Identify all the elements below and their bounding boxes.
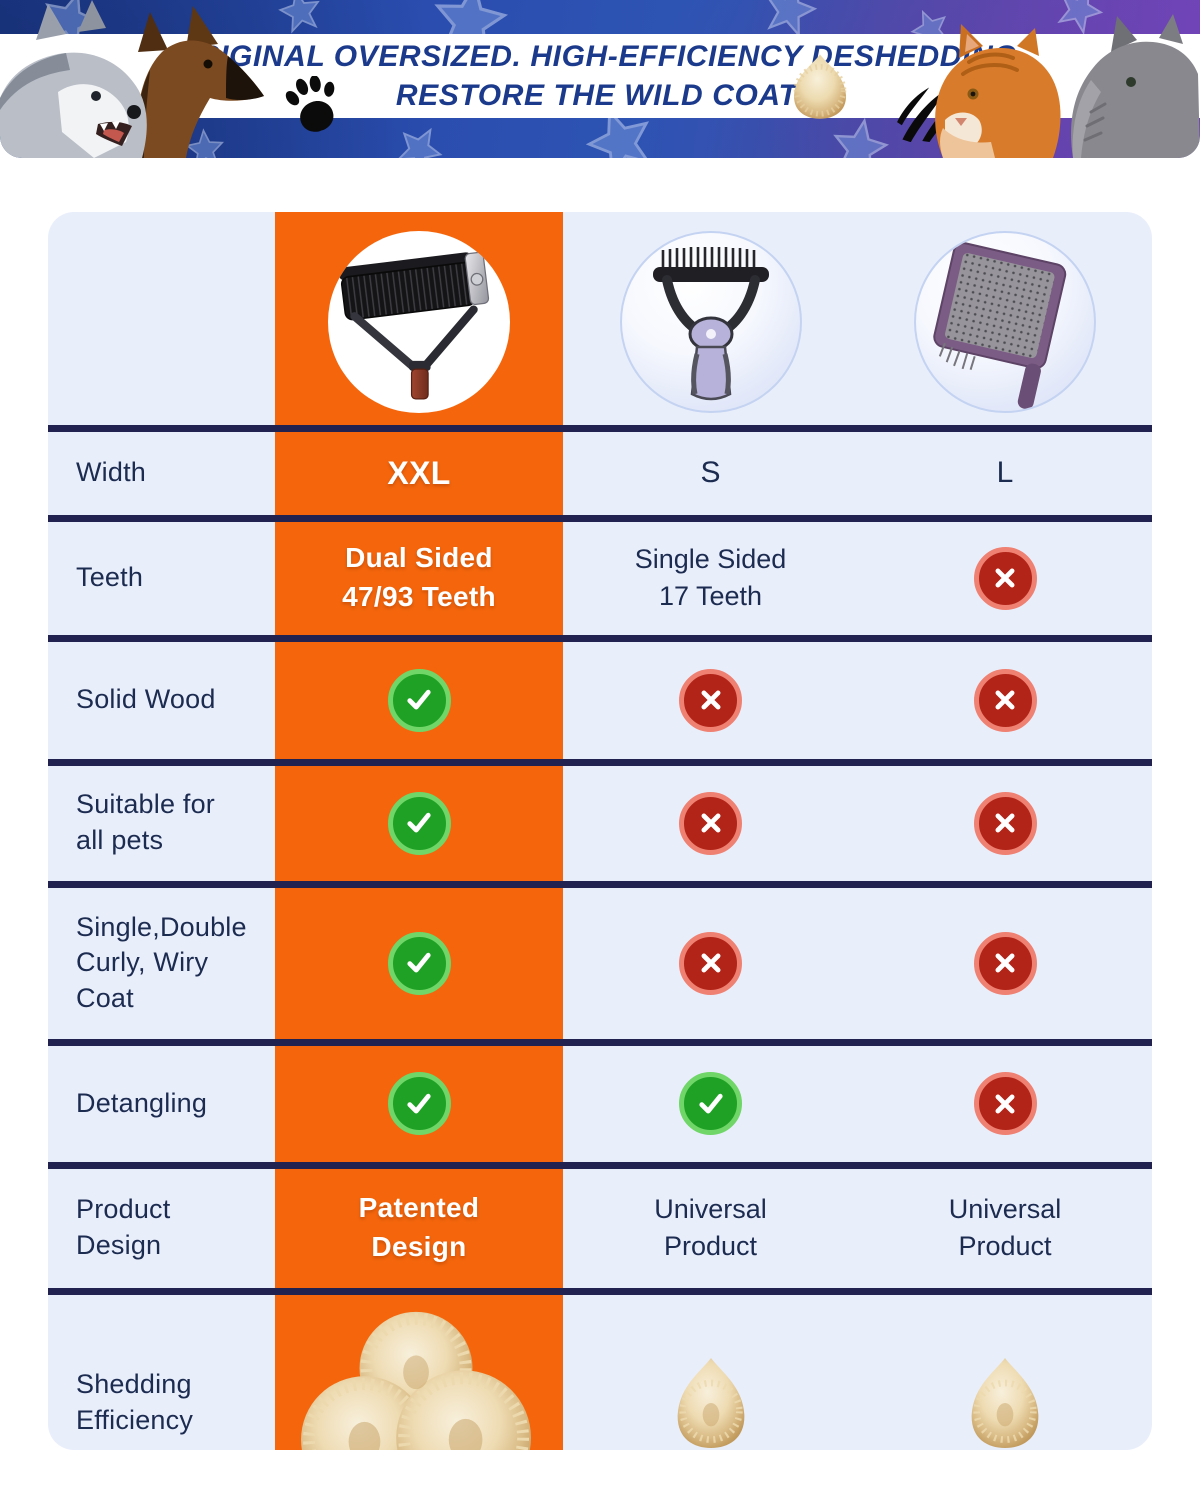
row-divider [48, 881, 1152, 888]
row-divider [48, 635, 1152, 642]
row-label: Product Design [76, 1194, 171, 1260]
row-divider [48, 515, 1152, 522]
l-fur-ball-image [858, 1353, 1152, 1450]
row-label: Teeth [76, 562, 144, 593]
row-label: Width [76, 457, 147, 488]
l-design-value: Universal Product [948, 1193, 1062, 1261]
check-icon [387, 931, 451, 995]
dogs-photo [0, 0, 264, 158]
l-slicker-brush-image [914, 231, 1096, 413]
cats-photo [935, 14, 1200, 158]
hero-banner: ORIGINAL OVERSIZED. HIGH-EFFICIENCY DESH… [0, 0, 1200, 158]
s-width-value: S [700, 456, 721, 490]
row-width: Width XXL S L [48, 428, 1152, 518]
xxl-fur-pile-image [275, 1291, 563, 1450]
paw-print-icon [285, 76, 335, 132]
banner-line-1: ORIGINAL OVERSIZED. HIGH-EFFICIENCY DESH… [173, 40, 1027, 73]
cross-icon [973, 791, 1037, 855]
cross-icon [973, 1072, 1037, 1135]
row-solid-wood: Solid Wood [48, 638, 1152, 762]
banner-headline: ORIGINAL OVERSIZED. HIGH-EFFICIENCY DESH… [0, 42, 1200, 111]
fur-clump-image [793, 54, 847, 119]
cross-icon [679, 791, 742, 855]
row-divider [48, 1288, 1152, 1295]
xxl-deshedding-rake-image [328, 231, 510, 413]
check-icon [387, 1072, 451, 1135]
comparison-table: Width XXL S L Teeth Dual Sided 47/93 Tee… [48, 212, 1152, 1450]
banner-line-2: RESTORE THE WILD COAT. [395, 79, 805, 112]
s-fur-ball-image [563, 1353, 858, 1450]
row-label: Shedding Efficiency [76, 1369, 194, 1435]
row-label: Suitable for all pets [76, 789, 215, 855]
xxl-product-cell [275, 227, 563, 413]
row-coat-types: Single,Double Curly, Wiry Coat [48, 884, 1152, 1042]
row-suitable-for-all-pets: Suitable for all pets [48, 762, 1152, 884]
row-divider [48, 1162, 1152, 1169]
row-shedding-efficiency: Shedding Efficiency [48, 1291, 1152, 1450]
cross-icon [679, 931, 742, 995]
l-product-cell [858, 227, 1152, 413]
cross-icon [973, 931, 1037, 995]
row-label: Solid Wood [76, 684, 216, 715]
cross-icon [679, 668, 742, 732]
product-image-row [48, 212, 1152, 428]
l-width-value: L [996, 456, 1014, 490]
check-icon [679, 1072, 742, 1135]
cross-icon [973, 668, 1037, 732]
row-divider [48, 1039, 1152, 1046]
row-label: Single,Double Curly, Wiry Coat [76, 911, 247, 1013]
row-teeth: Teeth Dual Sided 47/93 Teeth Single Side… [48, 518, 1152, 638]
row-label: Detangling [76, 1087, 208, 1118]
row-divider [48, 425, 1152, 432]
check-icon [387, 791, 451, 855]
s-dematting-tool-image [619, 231, 802, 413]
row-detangling: Detangling [48, 1042, 1152, 1165]
xxl-width-value: XXL [387, 454, 451, 491]
xxl-design-value: Patented Design [358, 1192, 480, 1262]
cross-icon [973, 546, 1037, 610]
s-product-cell [563, 227, 858, 413]
s-design-value: Universal Product [654, 1193, 767, 1261]
s-teeth-value: Single Sided 17 Teeth [634, 543, 787, 611]
row-product-design: Product Design Patented Design Universal… [48, 1165, 1152, 1291]
row-divider [48, 759, 1152, 766]
check-icon [387, 668, 451, 732]
xxl-teeth-value: Dual Sided 47/93 Teeth [342, 542, 496, 612]
